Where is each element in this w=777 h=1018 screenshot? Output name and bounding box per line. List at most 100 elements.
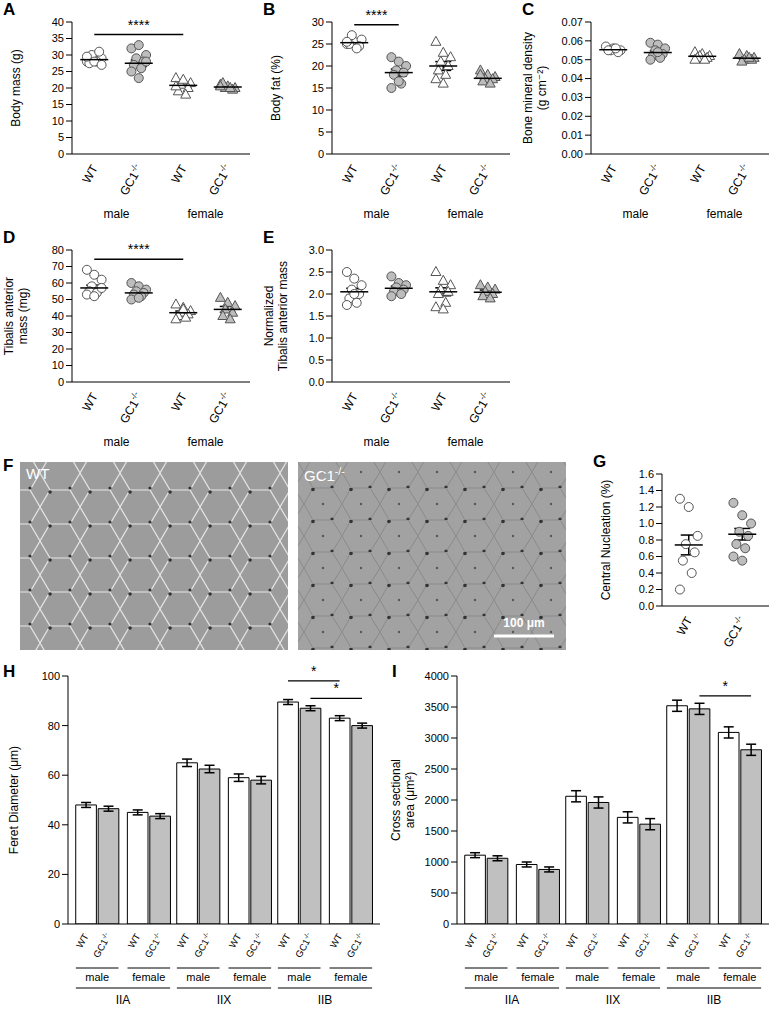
svg-text:60: 60 [52,277,64,289]
svg-text:****: **** [366,7,388,23]
svg-text:GC1-/-: GC1-/- [115,389,145,425]
svg-text:WT: WT [74,931,91,949]
svg-text:GC1-/-: GC1-/- [464,389,494,425]
svg-text:15: 15 [312,82,324,94]
svg-text:female: female [447,207,483,221]
svg-text:0.07: 0.07 [562,16,583,28]
svg-text:2000: 2000 [425,794,449,806]
svg-text:35: 35 [52,32,64,44]
svg-text:40: 40 [52,310,64,322]
svg-text:GC1-/-: GC1-/- [719,613,749,649]
svg-text:****: **** [128,17,150,33]
svg-text:20: 20 [48,868,60,880]
svg-text:WT: WT [175,931,192,949]
svg-text:WT: WT [339,162,361,186]
svg-text:WT: WT [463,931,480,949]
svg-text:0.04: 0.04 [562,72,583,84]
svg-text:WT: WT [428,162,450,186]
svg-text:female: female [447,435,483,449]
svg-text:30: 30 [52,49,64,61]
svg-text:5: 5 [58,131,64,143]
svg-text:30: 30 [312,16,324,28]
svg-text:0: 0 [58,148,64,160]
svg-text:WT: WT [428,390,450,414]
svg-text:10: 10 [312,104,324,116]
svg-text:5: 5 [318,126,324,138]
svg-text:female: female [622,971,655,983]
svg-text:WT: WT [564,931,581,949]
svg-text:1.0: 1.0 [639,517,654,529]
svg-text:GC1-/-: GC1-/- [204,161,234,197]
svg-text:GC1-/-: GC1-/- [191,931,214,959]
svg-text:WT: WT [514,931,531,949]
svg-text:female: female [723,971,756,983]
svg-text:0.6: 0.6 [639,550,654,562]
svg-text:70: 70 [52,260,64,272]
svg-text:20: 20 [52,82,64,94]
svg-text:female: female [706,207,742,221]
svg-text:WT: WT [79,390,101,414]
svg-text:male: male [103,435,129,449]
svg-text:WT: WT [339,390,361,414]
svg-text:GC1-/-: GC1-/- [375,161,405,197]
svg-text:male: male [575,971,599,983]
svg-text:WT: WT [168,390,190,414]
svg-text:female: female [334,971,367,983]
svg-text:0.00: 0.00 [562,148,583,160]
svg-text:0: 0 [54,918,60,930]
svg-text:0.05: 0.05 [562,54,583,66]
svg-text:20: 20 [52,343,64,355]
svg-text:****: **** [128,241,150,257]
svg-text:WT: WT [79,162,101,186]
svg-text:1.6: 1.6 [639,468,654,480]
svg-text:GC1-/-: GC1-/- [344,931,367,959]
svg-text:1000: 1000 [425,856,449,868]
svg-text:15: 15 [52,98,64,110]
svg-text:1.5: 1.5 [309,310,324,322]
svg-text:0.8: 0.8 [639,534,654,546]
svg-text:*: * [311,663,317,679]
svg-text:80: 80 [52,244,64,256]
svg-text:0.02: 0.02 [562,110,583,122]
svg-text:80: 80 [48,720,60,732]
svg-text:WT: WT [276,931,293,949]
svg-text:WT: WT [226,931,243,949]
svg-text:10: 10 [52,359,64,371]
svg-text:WT: WT [168,162,190,186]
svg-text:1500: 1500 [425,825,449,837]
svg-text:female: female [132,971,165,983]
svg-text:GC1-/-: GC1-/- [632,931,655,959]
svg-text:GC1-/-: GC1-/- [375,389,405,425]
svg-text:GC1-/-: GC1-/- [204,389,234,425]
svg-text:female: female [187,207,223,221]
svg-text:male: male [287,971,311,983]
svg-text:*: * [723,678,729,694]
svg-text:GC1-/-: GC1-/- [733,931,756,959]
svg-text:IIX: IIX [606,993,621,1007]
svg-text:4000: 4000 [425,670,449,682]
svg-text:WT: WT [598,162,620,186]
svg-text:2.0: 2.0 [309,288,324,300]
svg-text:IIB: IIB [707,993,722,1007]
svg-text:0.03: 0.03 [562,91,583,103]
svg-text:0.5: 0.5 [309,354,324,366]
svg-text:WT: WT [665,931,682,949]
svg-text:IIA: IIA [505,993,520,1007]
svg-text:1.0: 1.0 [309,332,324,344]
svg-text:1.2: 1.2 [639,501,654,513]
svg-text:500: 500 [431,887,449,899]
svg-text:male: male [85,971,109,983]
svg-text:WT: WT [687,162,709,186]
svg-text:male: male [103,207,129,221]
svg-text:*: * [334,680,340,696]
svg-text:0.0: 0.0 [639,600,654,612]
svg-text:IIA: IIA [116,993,131,1007]
svg-text:60: 60 [48,769,60,781]
svg-text:WT: WT [327,931,344,949]
svg-text:GC1-/-: GC1-/- [142,931,165,959]
svg-text:3000: 3000 [425,732,449,744]
svg-text:WT: WT [125,931,142,949]
svg-text:male: male [363,435,389,449]
svg-text:50: 50 [52,293,64,305]
svg-text:20: 20 [312,60,324,72]
